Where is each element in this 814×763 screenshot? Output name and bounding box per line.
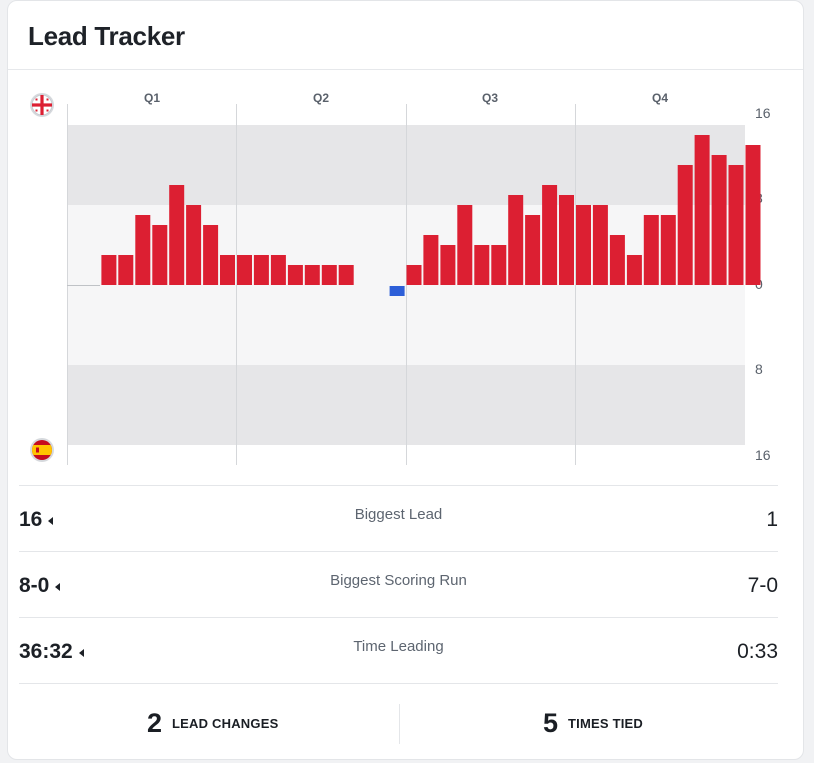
lead-bar bbox=[508, 195, 524, 285]
lead-changes-label: LEAD CHANGES bbox=[172, 716, 279, 731]
biggest-lead-right: 1 bbox=[766, 508, 778, 531]
lead-bar bbox=[406, 265, 422, 285]
lead-bar bbox=[186, 205, 202, 285]
lead-bar bbox=[270, 255, 286, 285]
biggest-run-right: 7-0 bbox=[747, 574, 778, 597]
quarter-label-q1: Q1 bbox=[144, 91, 160, 105]
lead-bar bbox=[728, 165, 744, 285]
leader-arrow-icon bbox=[48, 516, 54, 525]
biggest-lead-label: Biggest Lead bbox=[354, 506, 443, 523]
quarter-label-q4: Q4 bbox=[652, 91, 668, 105]
y-tick-bottom-8: 8 bbox=[755, 361, 763, 377]
lead-bar bbox=[576, 205, 591, 285]
lead-bar bbox=[135, 215, 151, 285]
y-tick-bottom-16: 16 bbox=[755, 447, 771, 463]
card-header: Lead Tracker bbox=[8, 1, 803, 70]
lead-bar bbox=[677, 165, 693, 285]
footer-divider bbox=[399, 704, 400, 744]
time-leading-left: 36:32 bbox=[19, 640, 73, 663]
georgia-flag-icon bbox=[30, 93, 54, 117]
time-leading-label: Time Leading bbox=[353, 638, 444, 655]
leader-arrow-icon bbox=[55, 582, 61, 591]
lead-bar bbox=[745, 145, 761, 285]
stat-row-biggest-run: 8-0 Biggest Scoring Run 7-0 bbox=[19, 551, 778, 617]
quarter-label-q3: Q3 bbox=[482, 91, 498, 105]
lead-bar bbox=[101, 255, 117, 285]
lead-bar bbox=[626, 255, 642, 285]
spain-flag-icon bbox=[30, 438, 54, 462]
stat-left-value: 36:32 bbox=[19, 640, 84, 664]
lead-bar bbox=[474, 245, 490, 285]
lead-bar bbox=[660, 215, 676, 285]
lead-bar bbox=[220, 255, 235, 285]
quarter-label-q2: Q2 bbox=[313, 91, 329, 105]
lead-bar bbox=[321, 265, 337, 285]
times-tied-count: 5 bbox=[543, 708, 559, 738]
lead-bar bbox=[118, 255, 134, 285]
lead-bar bbox=[542, 185, 558, 285]
stat-row-biggest-lead: 16 Biggest Lead 1 bbox=[19, 485, 778, 551]
lead-bar bbox=[423, 235, 439, 285]
biggest-run-label: Biggest Scoring Run bbox=[330, 572, 467, 589]
stat-left-value: 16 bbox=[19, 508, 54, 532]
lead-bars bbox=[101, 135, 761, 296]
lead-bar bbox=[457, 205, 473, 285]
lead-tracker-chart: Q1 Q2 Q3 Q4 16 8 0 8 16 bbox=[30, 91, 771, 465]
lead-bar bbox=[389, 286, 405, 296]
lead-bar bbox=[643, 215, 659, 285]
lead-changes: 2 LEAD CHANGES bbox=[147, 710, 278, 737]
lead-bar bbox=[491, 245, 507, 285]
time-leading-right: 0:33 bbox=[737, 640, 778, 663]
lead-bar bbox=[152, 225, 168, 285]
leader-arrow-icon bbox=[78, 648, 84, 657]
lead-bar bbox=[559, 195, 574, 285]
biggest-run-left: 8-0 bbox=[19, 574, 50, 597]
lead-bar bbox=[525, 215, 541, 285]
lead-bar bbox=[592, 205, 608, 285]
card-title: Lead Tracker bbox=[28, 21, 185, 51]
y-tick-top-16: 16 bbox=[755, 105, 771, 121]
times-tied-label: TIMES TIED bbox=[568, 716, 643, 731]
lead-changes-count: 2 bbox=[147, 708, 163, 738]
lead-bar bbox=[694, 135, 710, 285]
lead-bar bbox=[304, 265, 320, 285]
times-tied: 5 TIMES TIED bbox=[543, 710, 643, 737]
lead-bar bbox=[169, 185, 185, 285]
lead-bar bbox=[203, 225, 219, 285]
summary-footer: 2 LEAD CHANGES 5 TIMES TIED bbox=[19, 683, 778, 763]
stat-left-value: 8-0 bbox=[19, 574, 61, 598]
lead-bar bbox=[440, 245, 456, 285]
biggest-lead-left: 16 bbox=[19, 508, 43, 531]
stat-row-time-leading: 36:32 Time Leading 0:33 bbox=[19, 617, 778, 683]
lead-bar bbox=[253, 255, 269, 285]
lead-bar bbox=[609, 235, 625, 285]
lead-bar bbox=[237, 255, 252, 285]
lead-bar bbox=[287, 265, 303, 285]
lead-bar bbox=[711, 155, 727, 285]
lead-bar bbox=[338, 265, 354, 285]
